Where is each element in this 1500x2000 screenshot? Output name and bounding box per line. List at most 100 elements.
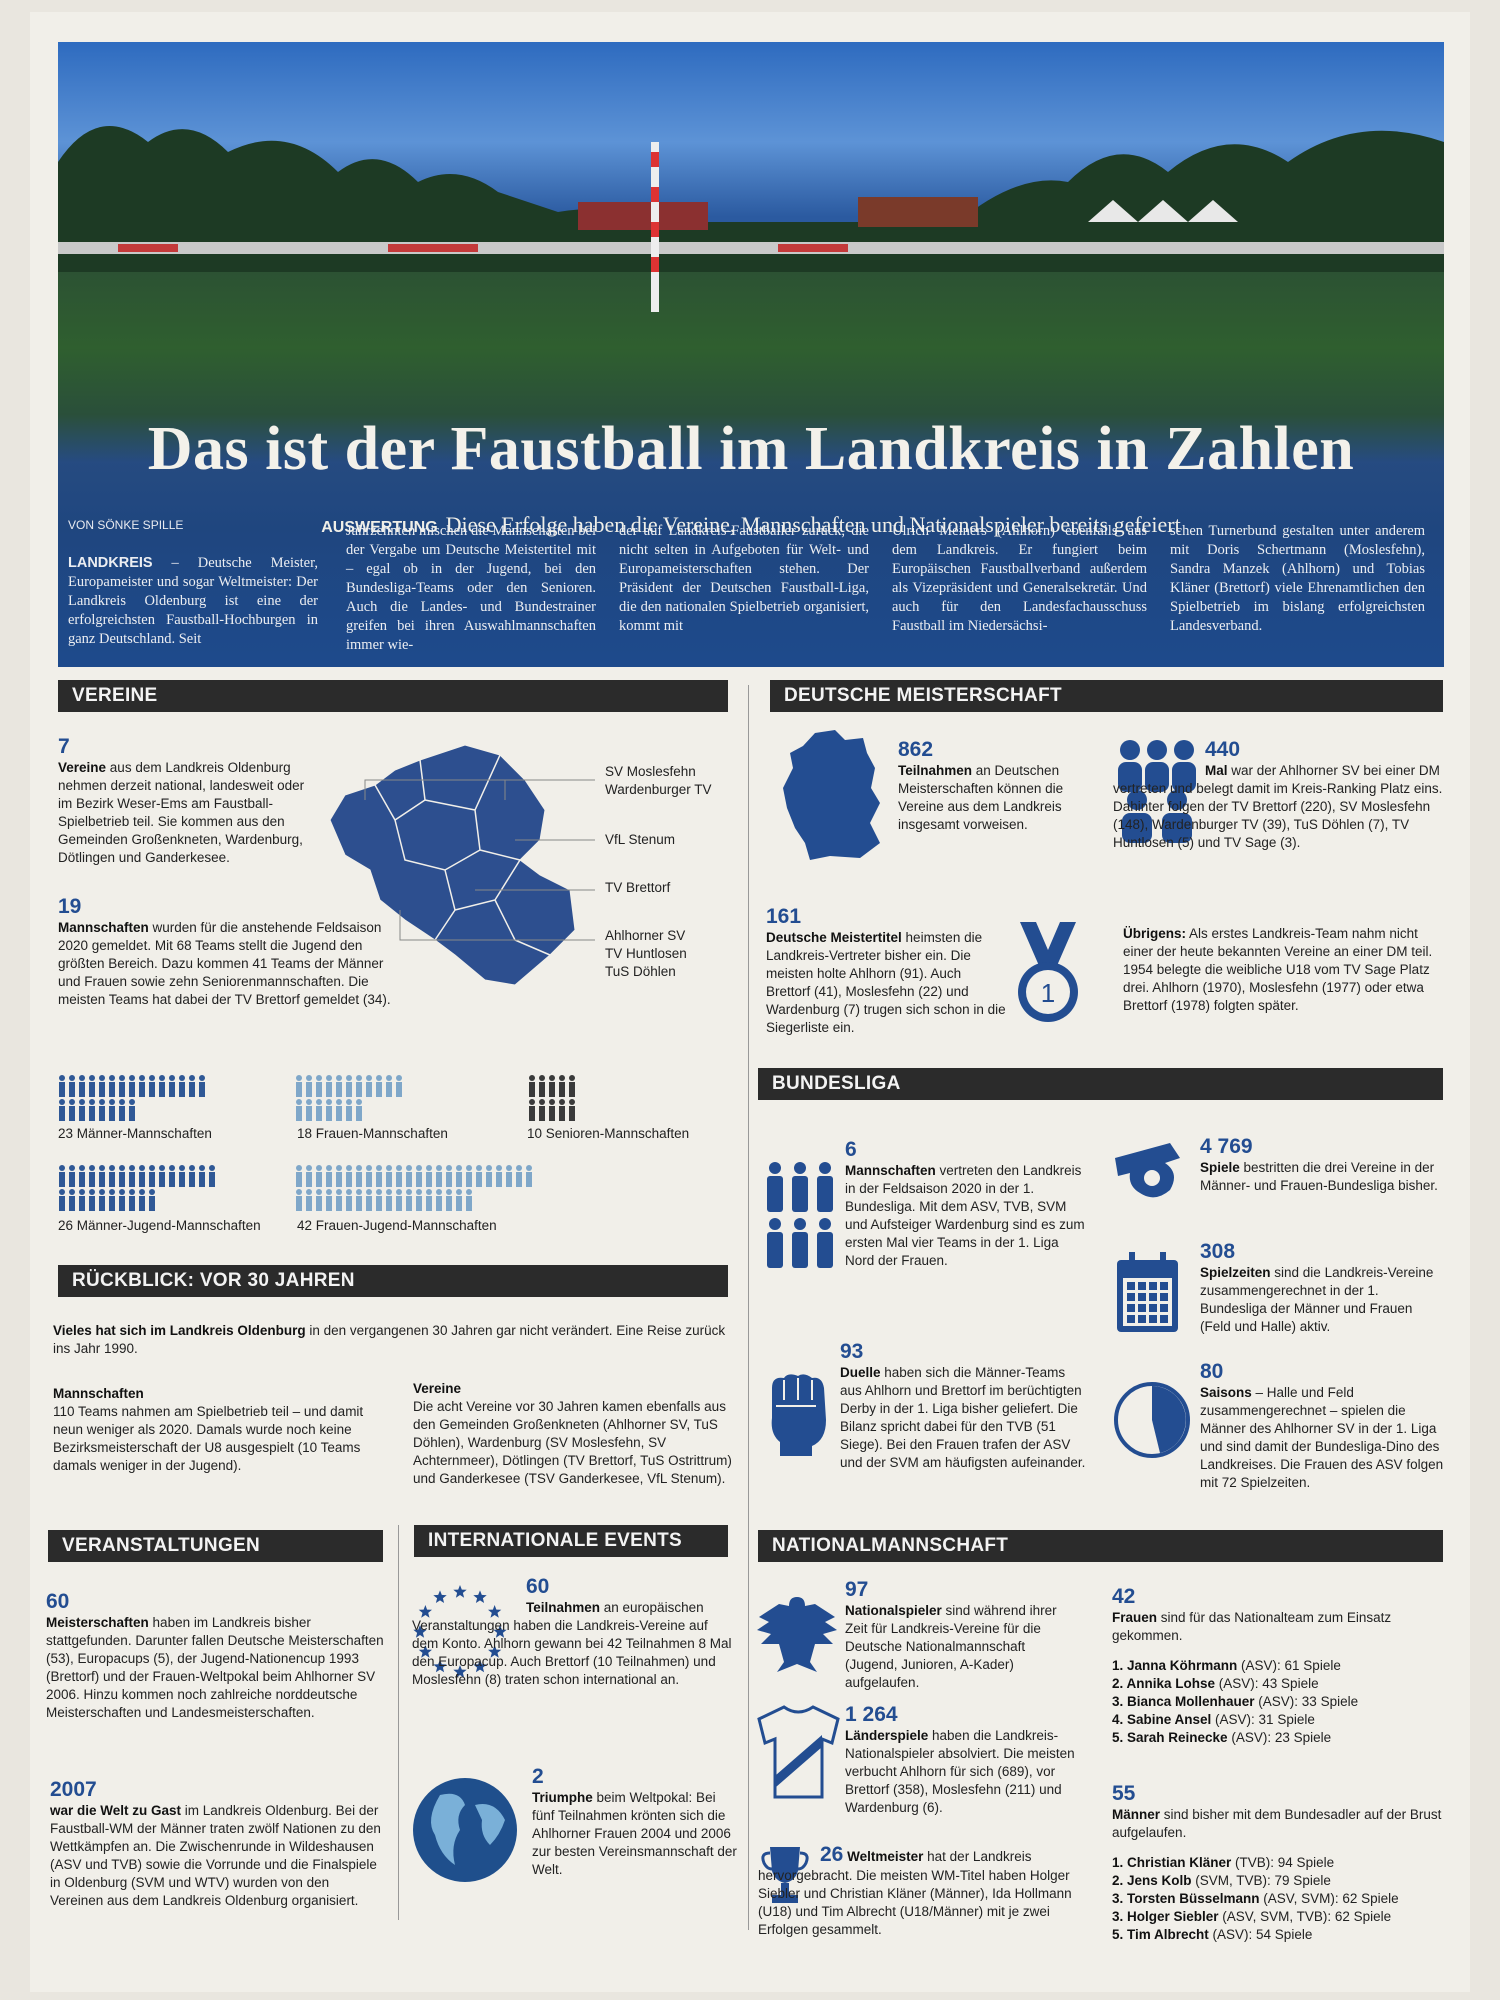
person-head	[139, 1165, 145, 1171]
team-person-icon	[385, 1075, 393, 1097]
person-head	[89, 1099, 95, 1105]
person-head	[306, 1075, 312, 1081]
person-head	[149, 1189, 155, 1195]
person-head	[69, 1099, 75, 1105]
stat-text: wurden für die anstehende Feldsaison 202…	[58, 920, 391, 1007]
byline: VON SÖNKE SPILLE	[68, 518, 184, 532]
stat-text: sind für das Nationalteam zum Einsatz ge…	[1112, 1610, 1392, 1643]
bundesliga-stat-2: 4 769 Spiele bestritten die drei Vereine…	[1200, 1135, 1445, 1195]
team-person-icon	[315, 1075, 323, 1097]
team-person-icon	[178, 1075, 186, 1097]
star-icon	[453, 1665, 467, 1678]
person-head	[296, 1099, 302, 1105]
team-person-icon	[445, 1165, 453, 1187]
person-head	[326, 1189, 332, 1195]
body-text: Die acht Vereine vor 30 Jahren kamen ebe…	[413, 1399, 732, 1486]
stat-text: an Deutschen Meisterschaften können die …	[898, 763, 1064, 832]
team-person-icon	[335, 1189, 343, 1211]
person-head	[456, 1189, 462, 1195]
calendar-day	[1149, 1282, 1157, 1290]
person-head	[569, 1099, 575, 1105]
team-person-icon	[88, 1099, 96, 1121]
team-person-icon	[305, 1075, 313, 1097]
team-person-icon	[465, 1189, 473, 1211]
person-head	[366, 1075, 372, 1081]
person-head	[336, 1165, 342, 1171]
stat-keyword: Teilnahmen	[898, 763, 973, 778]
person-head	[109, 1075, 115, 1081]
team-person-icon	[315, 1099, 323, 1121]
person-head	[99, 1165, 105, 1171]
person-head	[366, 1165, 372, 1171]
person-head	[69, 1189, 75, 1195]
vereine-stat-1: 7 Vereine aus dem Landkreis Oldenburg ne…	[58, 735, 318, 867]
stat-keyword: Saisons	[1200, 1385, 1252, 1400]
player-head	[819, 1218, 831, 1230]
ranking-item: 2. Annika Lohse (ASV): 43 Spiele	[1112, 1676, 1319, 1691]
player-body	[792, 1232, 808, 1268]
stat-number: 93	[840, 1340, 864, 1363]
person-head	[169, 1075, 175, 1081]
whistle-icon	[1115, 1143, 1180, 1198]
person-head	[559, 1075, 565, 1081]
person-head	[386, 1189, 392, 1195]
person-head	[346, 1099, 352, 1105]
stat-text: haben die Landkreis-Nationalspieler abso…	[845, 1728, 1075, 1815]
person-head	[79, 1165, 85, 1171]
calendar-day	[1138, 1315, 1146, 1323]
ranking-item: 5. Sarah Reinecke (ASV): 23 Spiele	[1112, 1730, 1332, 1745]
team-person-icon	[108, 1165, 116, 1187]
team-person-icon	[78, 1099, 86, 1121]
player-body	[792, 1176, 808, 1212]
stat-number: 2	[532, 1765, 544, 1788]
team-person-icon	[365, 1189, 373, 1211]
team-person-icon	[108, 1075, 116, 1097]
person-head	[109, 1099, 115, 1105]
dm-stat-2: 440 Mal war der Ahlhorner SV bei einer D…	[1113, 738, 1446, 852]
stat-keyword: Vereine	[58, 760, 107, 775]
team-person-icon	[365, 1165, 373, 1187]
person-head	[296, 1165, 302, 1171]
team-person-icon	[525, 1165, 533, 1187]
team-person-icon	[108, 1189, 116, 1211]
person-head	[569, 1075, 575, 1081]
person-head	[159, 1165, 165, 1171]
person-head	[89, 1075, 95, 1081]
team-person-icon	[128, 1075, 136, 1097]
team-person-icon	[335, 1099, 343, 1121]
calendar-day	[1149, 1315, 1157, 1323]
column-divider	[398, 1525, 399, 1920]
person-head	[316, 1075, 322, 1081]
person-head	[466, 1165, 472, 1171]
stat-keyword: Mal	[1205, 763, 1228, 778]
team-person-icon	[68, 1099, 76, 1121]
stat-text: bestritten die drei Vereine in der Männe…	[1200, 1160, 1438, 1193]
team-person-icon	[158, 1075, 166, 1097]
section-bar-bundesliga: BUNDESLIGA	[758, 1068, 1443, 1100]
person-head	[199, 1075, 205, 1081]
calendar-day	[1138, 1293, 1146, 1301]
team-person-icon	[385, 1189, 393, 1211]
calendar-day	[1160, 1282, 1168, 1290]
person-head	[386, 1165, 392, 1171]
stat-number: 308	[1200, 1240, 1236, 1263]
person-head	[326, 1165, 332, 1171]
team-person-icon	[295, 1075, 303, 1097]
stat-keyword: Länderspiele	[845, 1728, 929, 1743]
person-head	[209, 1165, 215, 1171]
germany-map-icon	[783, 730, 880, 860]
pictogram-label: 10 Senioren-Mannschaften	[527, 1126, 690, 1141]
jersey-icon	[757, 1705, 840, 1799]
team-person-icon	[355, 1075, 363, 1097]
person-head	[356, 1189, 362, 1195]
team-person-icon	[305, 1165, 313, 1187]
player-body	[767, 1232, 783, 1268]
person-head	[59, 1099, 65, 1105]
player-head	[794, 1162, 806, 1174]
team-person-icon	[335, 1165, 343, 1187]
stat-number: 26	[820, 1843, 844, 1866]
hero-photo: Das ist der Faustball im Landkreis in Za…	[58, 42, 1444, 667]
star-icon	[488, 1645, 502, 1658]
person-head	[466, 1189, 472, 1195]
team-person-icon	[325, 1165, 333, 1187]
